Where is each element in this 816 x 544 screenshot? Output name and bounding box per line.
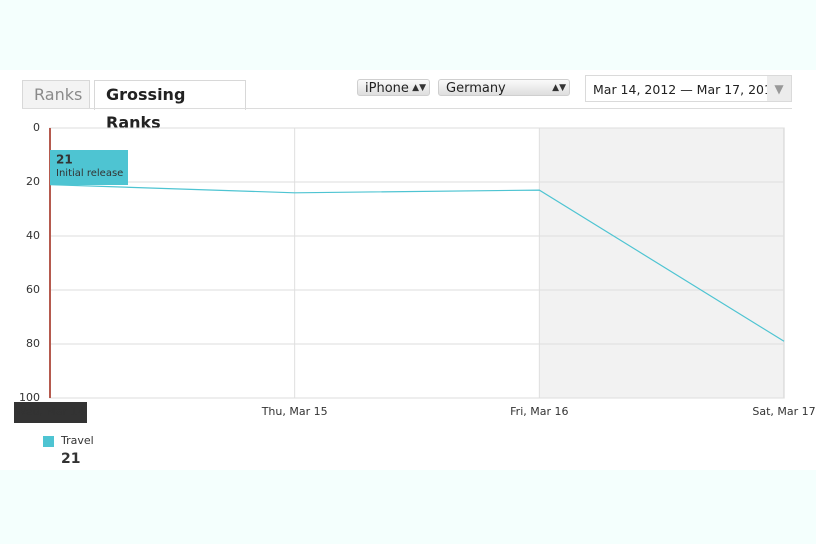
x-tick-label: Thu, Mar 15 bbox=[261, 405, 328, 418]
annotation-box bbox=[50, 150, 128, 185]
date-range: Mar 14, 2012 — Mar 17, 2012 bbox=[593, 82, 780, 97]
y-tick-label: 100 bbox=[19, 391, 40, 404]
y-tick-label: 40 bbox=[26, 229, 40, 242]
annotation-text: Initial release bbox=[56, 168, 123, 179]
legend-value: 21 bbox=[61, 451, 80, 467]
dropdown-arrow: ▼ bbox=[767, 76, 791, 101]
y-tick-label: 0 bbox=[33, 121, 40, 134]
select-value: iPhone bbox=[365, 81, 409, 96]
tab-active[interactable]: Grossing Ranks bbox=[94, 80, 246, 132]
legend-label: Travel bbox=[60, 434, 94, 447]
y-tick-label: 20 bbox=[26, 175, 40, 188]
date-range-picker[interactable]: Mar 14, 2012 — Mar 17, 2012 ▼ bbox=[585, 75, 792, 102]
select-value: Germany bbox=[446, 81, 506, 96]
tab-divider bbox=[22, 108, 792, 109]
y-tick-label: 60 bbox=[26, 283, 40, 296]
series-line bbox=[49, 184, 785, 342]
tab[interactable]: Ranks bbox=[22, 80, 90, 108]
weekend-shade bbox=[539, 128, 784, 398]
select-arrow: ▲▼ bbox=[552, 83, 566, 93]
x-tick-label: Fri, Mar 16 bbox=[510, 405, 568, 418]
x-label-highlight bbox=[14, 402, 87, 423]
annotation-value: 21 bbox=[56, 153, 73, 167]
x-tick-label: Wed, Mar 14 bbox=[15, 405, 84, 418]
country-select[interactable]: Germany ▲▼ bbox=[438, 79, 570, 96]
x-tick-label: Sat, Mar 17 bbox=[752, 405, 815, 418]
legend-swatch bbox=[43, 436, 54, 447]
select-arrow: ▲▼ bbox=[412, 83, 426, 93]
device-select[interactable]: iPhone ▲▼ bbox=[357, 79, 430, 96]
y-tick-label: 80 bbox=[26, 337, 40, 350]
